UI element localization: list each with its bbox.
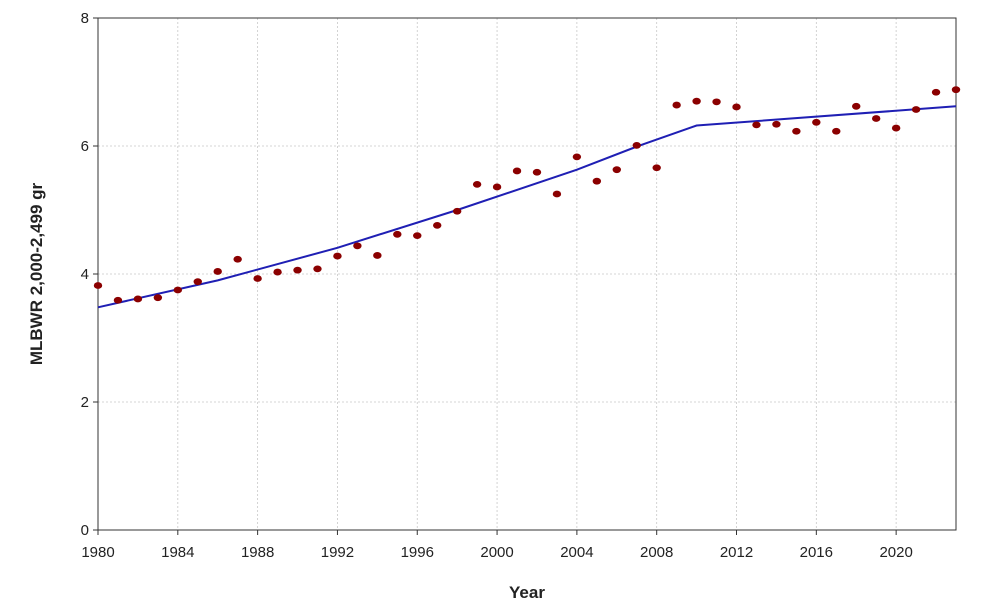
data-point	[812, 118, 821, 126]
data-point	[592, 177, 602, 185]
x-tick-label: 2004	[560, 544, 593, 561]
data-point	[792, 127, 801, 135]
data-point	[193, 278, 202, 286]
data-point	[492, 183, 502, 191]
data-point	[452, 207, 462, 215]
x-axis-ticks: 1980 1984 1988 1992 1996 2000 2004 2008 2012 2016…	[81, 530, 913, 561]
data-point	[672, 101, 681, 109]
data-point	[552, 190, 562, 198]
data-point	[612, 166, 621, 174]
data-point	[233, 255, 242, 263]
data-series	[93, 86, 961, 309]
grid	[97, 17, 956, 531]
x-tick-label: 2020	[879, 544, 912, 561]
x-tick-label: 1996	[401, 544, 434, 561]
x-tick-label: 2008	[640, 544, 673, 561]
data-point	[931, 88, 941, 96]
data-point	[153, 294, 163, 302]
y-axis-title: MLBWR 2,000-2,499 gr	[27, 182, 46, 365]
data-point	[832, 127, 841, 135]
data-point	[373, 252, 382, 259]
data-point	[173, 286, 183, 294]
data-point	[353, 242, 362, 250]
x-tick-label: 1980	[81, 544, 114, 561]
y-tick-label: 4	[81, 266, 89, 283]
data-point	[472, 181, 482, 188]
y-tick-label: 0	[81, 522, 89, 539]
x-tick-label: 1992	[321, 544, 354, 561]
data-point	[852, 102, 861, 110]
data-point	[871, 115, 881, 122]
y-tick-label: 6	[81, 138, 89, 155]
data-point	[333, 252, 342, 260]
data-point	[632, 141, 641, 149]
data-point	[732, 103, 741, 111]
x-tick-label: 1984	[161, 544, 194, 561]
data-point	[891, 124, 901, 132]
data-point	[253, 275, 262, 282]
y-tick-label: 8	[81, 10, 89, 27]
x-tick-label: 1988	[241, 544, 274, 561]
data-point	[692, 97, 701, 105]
data-point	[213, 268, 222, 275]
data-point	[393, 230, 402, 238]
data-point	[512, 167, 522, 175]
y-axis-ticks: 0 2 4 6 8	[81, 10, 98, 539]
data-point	[532, 168, 542, 176]
data-point	[652, 164, 661, 172]
data-point	[433, 221, 442, 229]
data-point	[772, 120, 781, 128]
data-point	[133, 295, 143, 303]
x-tick-label: 2012	[720, 544, 753, 561]
data-point	[951, 86, 961, 94]
y-tick-label: 2	[81, 394, 89, 411]
data-point	[911, 106, 921, 113]
data-point	[752, 121, 761, 129]
data-point	[572, 153, 582, 161]
x-tick-label: 2016	[800, 544, 833, 561]
x-tick-label: 2000	[480, 544, 513, 561]
data-point	[113, 296, 123, 304]
data-point	[413, 232, 422, 240]
trend-line	[97, 105, 957, 309]
data-point	[712, 98, 721, 106]
data-point	[273, 268, 282, 276]
x-axis-title: Year	[509, 583, 545, 602]
data-point	[293, 266, 302, 274]
data-point	[93, 282, 103, 289]
data-point	[313, 265, 322, 273]
